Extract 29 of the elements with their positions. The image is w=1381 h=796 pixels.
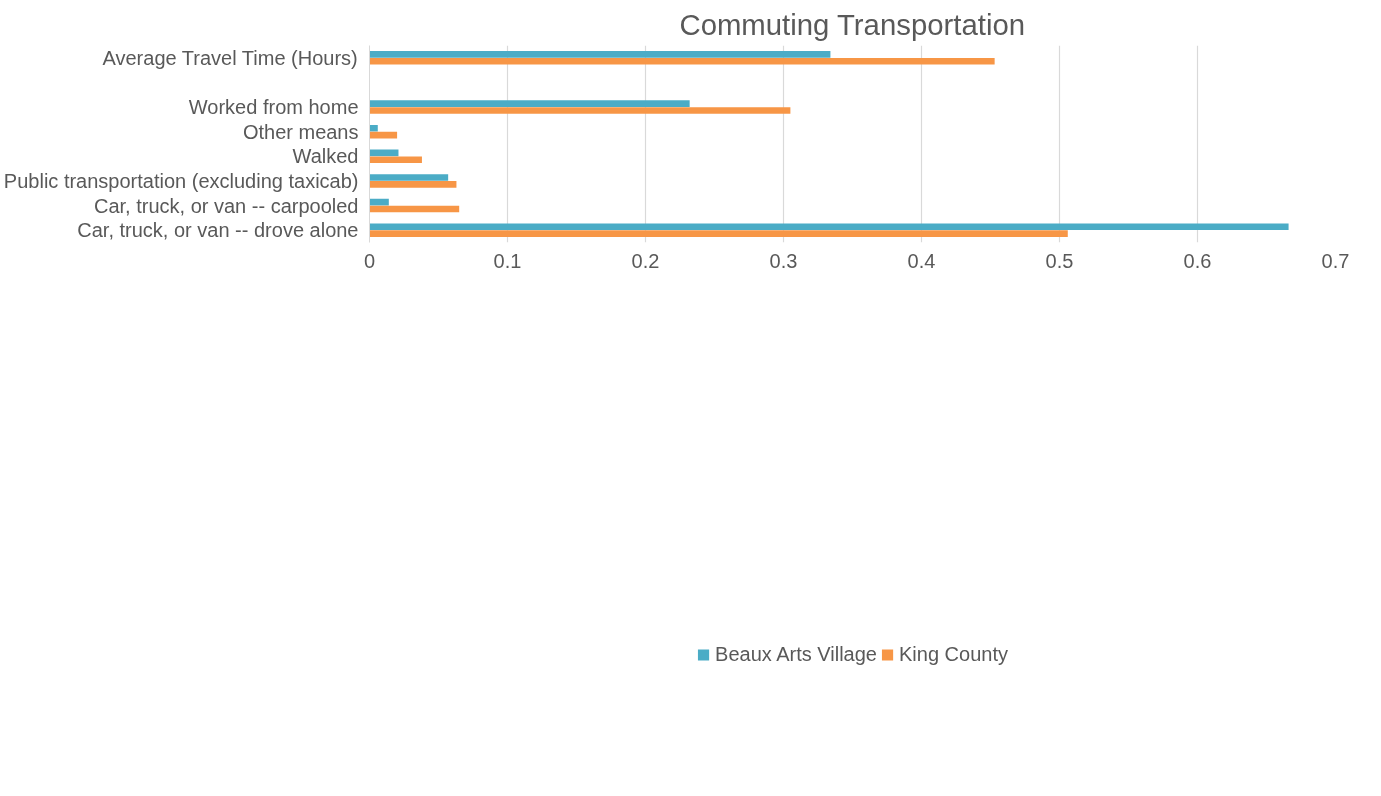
y-tick-label: Walked [292,145,359,168]
y-tick-label: Public transportation (excluding taxicab) [3,169,359,192]
bar [369,107,791,114]
bar [369,205,460,213]
x-tick-label: 0 [363,249,376,272]
x-tick-label: 0.6 [1183,249,1212,272]
bar [369,156,422,164]
y-tick-label: Car, truck, or van -- drove alone [77,219,359,242]
bar [369,57,995,65]
bar [369,174,449,181]
bar [369,124,378,132]
x-tick-label: 0.7 [1321,249,1350,272]
legend-label: King County [898,642,1008,666]
y-tick-label: Average Travel Time (Hours) [102,46,358,69]
y-tick-label: Other means [242,120,359,143]
bar [369,100,690,107]
bar [369,223,1289,231]
chart-title: Commuting Transportation [679,7,1026,41]
bar [369,230,1068,237]
bar [369,51,831,58]
bar [369,181,457,188]
x-tick-label: 0.5 [1045,249,1074,272]
y-tick-label: Worked from home [188,96,359,119]
x-tick-label: 0.4 [907,249,936,272]
x-tick-label: 0.2 [631,249,660,272]
legend-label: Beaux Arts Village [715,642,877,666]
x-tick-label: 0.3 [769,249,798,272]
x-tick-label: 0.1 [493,249,522,272]
y-tick-label: Car, truck, or van -- carpooled [93,194,359,217]
